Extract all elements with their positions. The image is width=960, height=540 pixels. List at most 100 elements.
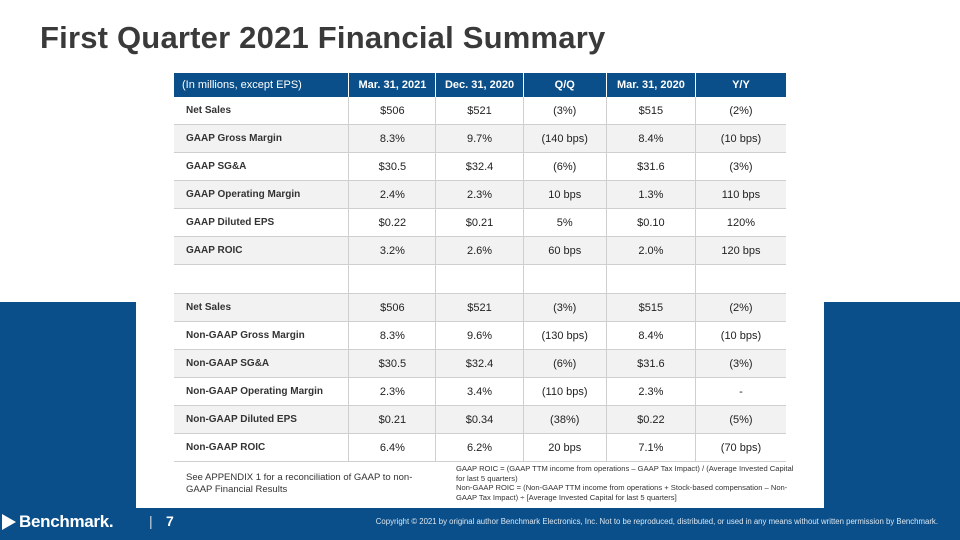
table-cell: $31.6 [606, 349, 696, 378]
table-row: Non-GAAP Operating Margin 2.3% 3.4% (110 bp… [174, 377, 786, 406]
table-cell: (3%) [695, 349, 786, 378]
table-cell: 2.3% [435, 180, 524, 209]
table-cell: - [695, 377, 786, 406]
table-cell: (10 bps) [695, 321, 786, 350]
row-label: Non-GAAP Gross Margin [174, 321, 350, 350]
table-cell: (2%) [695, 293, 786, 322]
row-label: Non-GAAP Diluted EPS [174, 405, 350, 434]
table-cell: 9.7% [435, 124, 524, 153]
row-label: Non-GAAP Operating Margin [174, 377, 350, 406]
table-cell: 1.3% [606, 180, 696, 209]
table-cell: 2.6% [435, 236, 524, 265]
row-label: Non-GAAP SG&A [174, 349, 350, 378]
column-header-mar-2020: Mar. 31, 2020 [606, 73, 696, 97]
table-cell: $30.5 [348, 152, 437, 181]
row-label [174, 264, 350, 294]
row-label: GAAP Operating Margin [174, 180, 350, 209]
row-label: Net Sales [174, 97, 350, 125]
table-cell [523, 264, 607, 294]
table-cell: $0.34 [435, 405, 524, 434]
table-row: Non-GAAP ROIC 6.4% 6.2% 20 bps 7.1% (70 bps) [174, 433, 786, 462]
table-cell: $32.4 [435, 349, 524, 378]
copyright-notice: Copyright © 2021 by original author Benc… [375, 517, 938, 526]
table-cell: $506 [348, 293, 437, 322]
table-cell: $0.10 [606, 208, 696, 237]
table-cell [348, 264, 437, 294]
column-header-dec-2020: Dec. 31, 2020 [435, 73, 524, 97]
table-row: GAAP Operating Margin 2.4% 2.3% 10 bps 1.3% 1… [174, 180, 786, 209]
benchmark-logo-icon [2, 514, 16, 530]
table-cell: (2%) [695, 97, 786, 125]
column-header-qq: Q/Q [523, 73, 607, 97]
row-label: GAAP Gross Margin [174, 124, 350, 153]
table-cell: $521 [435, 293, 524, 322]
table-cell: $515 [606, 97, 696, 125]
table-cell: $506 [348, 97, 437, 125]
table-cell: 6.2% [435, 433, 524, 462]
table-cell: 8.4% [606, 321, 696, 350]
table-cell: $521 [435, 97, 524, 125]
table-row: Net Sales $506 $521 (3%) $515 (2%) [174, 97, 786, 125]
roic-definitions: GAAP ROIC = (GAAP TTM income from operat… [456, 464, 796, 502]
table-cell: (6%) [523, 152, 607, 181]
table-cell: $31.6 [606, 152, 696, 181]
table-cell: (110 bps) [523, 377, 607, 406]
financial-summary-table: (In millions, except EPS) Mar. 31, 2021 … [174, 73, 786, 462]
table-cell: 3.4% [435, 377, 524, 406]
non-gaap-roic-definition: Non-GAAP ROIC = (Non-GAAP TTM income fro… [456, 483, 788, 502]
logo-text: Benchmark. [19, 512, 114, 531]
table-cell: 8.4% [606, 124, 696, 153]
table-row: Non-GAAP SG&A $30.5 $32.4 (6%) $31.6 (3%) [174, 349, 786, 378]
table-row: GAAP Gross Margin 8.3% 9.7% (140 bps) 8.4% (1… [174, 124, 786, 153]
table-cell: (5%) [695, 405, 786, 434]
table-row: GAAP ROIC 3.2% 2.6% 60 bps 2.0% 120 bps [174, 236, 786, 265]
table-cell: 6.4% [348, 433, 437, 462]
table-cell: $0.22 [606, 405, 696, 434]
table-cell: (38%) [523, 405, 607, 434]
table-cell [606, 264, 696, 294]
table-cell: (6%) [523, 349, 607, 378]
table-row: Non-GAAP Gross Margin 8.3% 9.6% (130 bps) 8.… [174, 321, 786, 350]
table-row [174, 264, 786, 294]
table-cell: 10 bps [523, 180, 607, 209]
page-number: 7 [166, 513, 174, 529]
table-cell: 120 bps [695, 236, 786, 265]
table-row: Non-GAAP Diluted EPS $0.21 $0.34 (38%) $0.22… [174, 405, 786, 434]
table-row: GAAP Diluted EPS $0.22 $0.21 5% $0.10 120% [174, 208, 786, 237]
table-cell: (10 bps) [695, 124, 786, 153]
table-header-row: (In millions, except EPS) Mar. 31, 2021 … [174, 73, 786, 97]
table-cell: 8.3% [348, 321, 437, 350]
table-cell: $0.22 [348, 208, 437, 237]
table-cell: 8.3% [348, 124, 437, 153]
table-cell: (3%) [523, 293, 607, 322]
table-row: GAAP SG&A $30.5 $32.4 (6%) $31.6 (3%) [174, 152, 786, 181]
table-cell: (130 bps) [523, 321, 607, 350]
table-cell: 3.2% [348, 236, 437, 265]
table-cell: 110 bps [695, 180, 786, 209]
table-cell: $32.4 [435, 152, 524, 181]
table-cell: $30.5 [348, 349, 437, 378]
row-label: GAAP ROIC [174, 236, 350, 265]
appendix-note: See APPENDIX 1 for a reconciliation of G… [186, 472, 413, 495]
table-cell: 60 bps [523, 236, 607, 265]
column-header-mar-2021: Mar. 31, 2021 [348, 73, 437, 97]
footer-divider: | [149, 513, 153, 529]
table-cell: 120% [695, 208, 786, 237]
column-header-label: (In millions, except EPS) [174, 73, 350, 97]
table-cell: 2.4% [348, 180, 437, 209]
row-label: GAAP Diluted EPS [174, 208, 350, 237]
table-cell: (70 bps) [695, 433, 786, 462]
benchmark-logo: Benchmark. [2, 510, 114, 534]
table-row: Net Sales $506 $521 (3%) $515 (2%) [174, 293, 786, 322]
slide-title: First Quarter 2021 Financial Summary [40, 20, 606, 55]
row-label: GAAP SG&A [174, 152, 350, 181]
table-cell [695, 264, 786, 294]
table-cell: 2.3% [606, 377, 696, 406]
table-cell: 5% [523, 208, 607, 237]
row-label: Net Sales [174, 293, 350, 322]
table-cell: (140 bps) [523, 124, 607, 153]
table-cell: (3%) [523, 97, 607, 125]
gaap-roic-definition: GAAP ROIC = (GAAP TTM income from operat… [456, 464, 794, 483]
row-label: Non-GAAP ROIC [174, 433, 350, 462]
table-cell: 20 bps [523, 433, 607, 462]
